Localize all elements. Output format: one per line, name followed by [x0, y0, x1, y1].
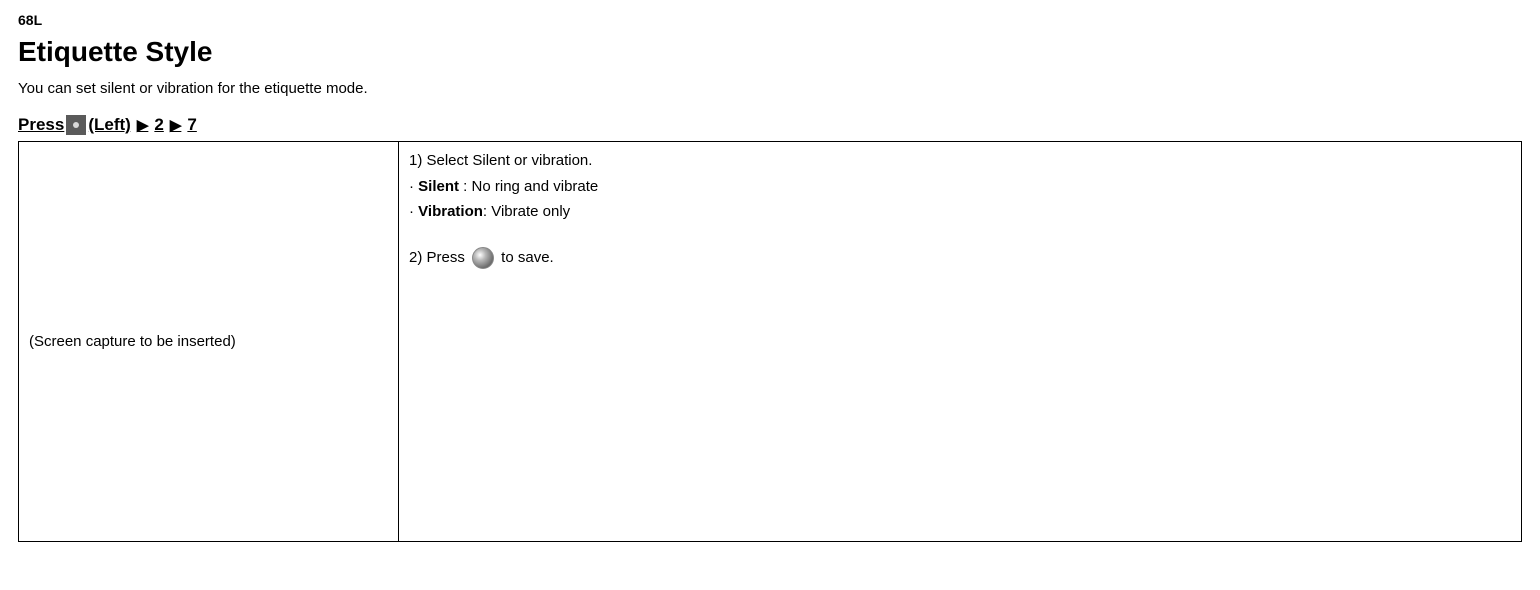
bullet-rest: : Vibrate only — [483, 203, 570, 220]
nav-step-2: 7 — [187, 115, 196, 135]
ok-button-icon — [472, 247, 494, 269]
nav-instruction: Press (Left) ▶ 2 ▶ 7 — [18, 115, 1522, 135]
bullet-silent: · Silent : No ring and vibrate — [409, 174, 1511, 200]
step-2-text: 2) Press to save. — [409, 245, 1511, 271]
press-label: Press — [18, 115, 64, 135]
page-number: 68L — [18, 12, 1522, 28]
description-text: You can set silent or vibration for the … — [18, 80, 1522, 97]
step-2-prefix: 2) Press — [409, 249, 469, 266]
bullet-prefix: · — [409, 203, 418, 220]
bullet-rest: : No ring and vibrate — [459, 178, 598, 195]
content-table: (Screen capture to be inserted) 1) Selec… — [18, 141, 1522, 542]
page-title: Etiquette Style — [18, 36, 1522, 68]
step-1-text: 1) Select Silent or vibration. — [409, 148, 1511, 174]
bullet-bold: Silent — [418, 178, 459, 195]
arrow-icon: ▶ — [166, 116, 186, 134]
instructions-cell: 1) Select Silent or vibration. · Silent … — [399, 142, 1522, 542]
arrow-icon: ▶ — [133, 116, 153, 134]
nav-step-1: 2 — [154, 115, 163, 135]
left-label: (Left) — [88, 115, 130, 135]
screenshot-placeholder-cell: (Screen capture to be inserted) — [19, 142, 399, 542]
bullet-prefix: · — [409, 178, 418, 195]
bullet-vibration: · Vibration: Vibrate only — [409, 199, 1511, 225]
step-2-suffix: to save. — [497, 249, 554, 266]
bullet-bold: Vibration — [418, 203, 483, 220]
soft-key-icon — [66, 115, 86, 135]
spacer — [409, 225, 1511, 245]
screenshot-placeholder-text: (Screen capture to be inserted) — [29, 333, 236, 350]
